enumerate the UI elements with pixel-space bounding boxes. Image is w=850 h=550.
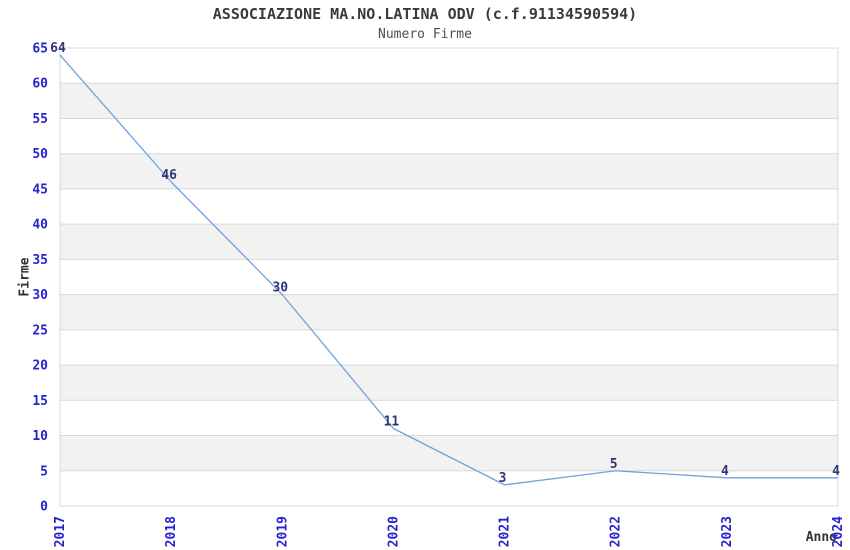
- series-line: [59, 54, 838, 486]
- data-label: 11: [384, 414, 400, 429]
- y-tick-label: 5: [40, 464, 48, 479]
- x-tick-label: 2017: [53, 516, 68, 547]
- chart-subtitle: Numero Firme: [378, 27, 472, 42]
- band-row: [60, 435, 838, 471]
- y-tick-label: 60: [32, 77, 48, 92]
- x-tick-label: 2023: [720, 516, 735, 547]
- chart-title: ASSOCIAZIONE MA.NO.LATINA ODV (c.f.91134…: [212, 5, 638, 23]
- y-tick-label: 25: [32, 323, 48, 338]
- x-tick-label: 2020: [386, 516, 401, 547]
- band-row: [60, 153, 838, 189]
- y-tick-label: 30: [32, 288, 48, 303]
- y-tick-label: 10: [32, 429, 48, 444]
- data-label: 3: [499, 471, 507, 486]
- band-row: [60, 294, 838, 330]
- x-tick-label: 2022: [609, 516, 624, 547]
- y-tick-label: 45: [32, 182, 48, 197]
- x-axis-label: Anno: [805, 530, 837, 545]
- data-label: 5: [610, 457, 618, 472]
- y-tick-label: 20: [32, 359, 48, 374]
- band-row: [60, 83, 838, 119]
- x-tick-label: 2021: [498, 516, 513, 547]
- plot-border: [59, 47, 839, 507]
- y-tick-label: 65: [32, 42, 48, 57]
- y-tick-label: 55: [32, 112, 48, 127]
- data-label: 4: [832, 464, 840, 479]
- data-label: 46: [161, 168, 177, 183]
- y-tick-label: 40: [32, 218, 48, 233]
- y-tick-label: 0: [40, 500, 48, 515]
- band-row: [60, 224, 838, 260]
- data-label: 64: [50, 41, 66, 56]
- x-tick-label: 2018: [164, 516, 179, 547]
- y-tick-label: 15: [32, 394, 48, 409]
- y-tick-label: 50: [32, 147, 48, 162]
- x-tick-label: 2024: [831, 516, 846, 547]
- x-tick-label: 2019: [275, 516, 290, 547]
- data-label: 30: [272, 281, 288, 296]
- y-tick-label: 35: [32, 253, 48, 268]
- band-row: [60, 365, 838, 401]
- data-label: 4: [721, 464, 729, 479]
